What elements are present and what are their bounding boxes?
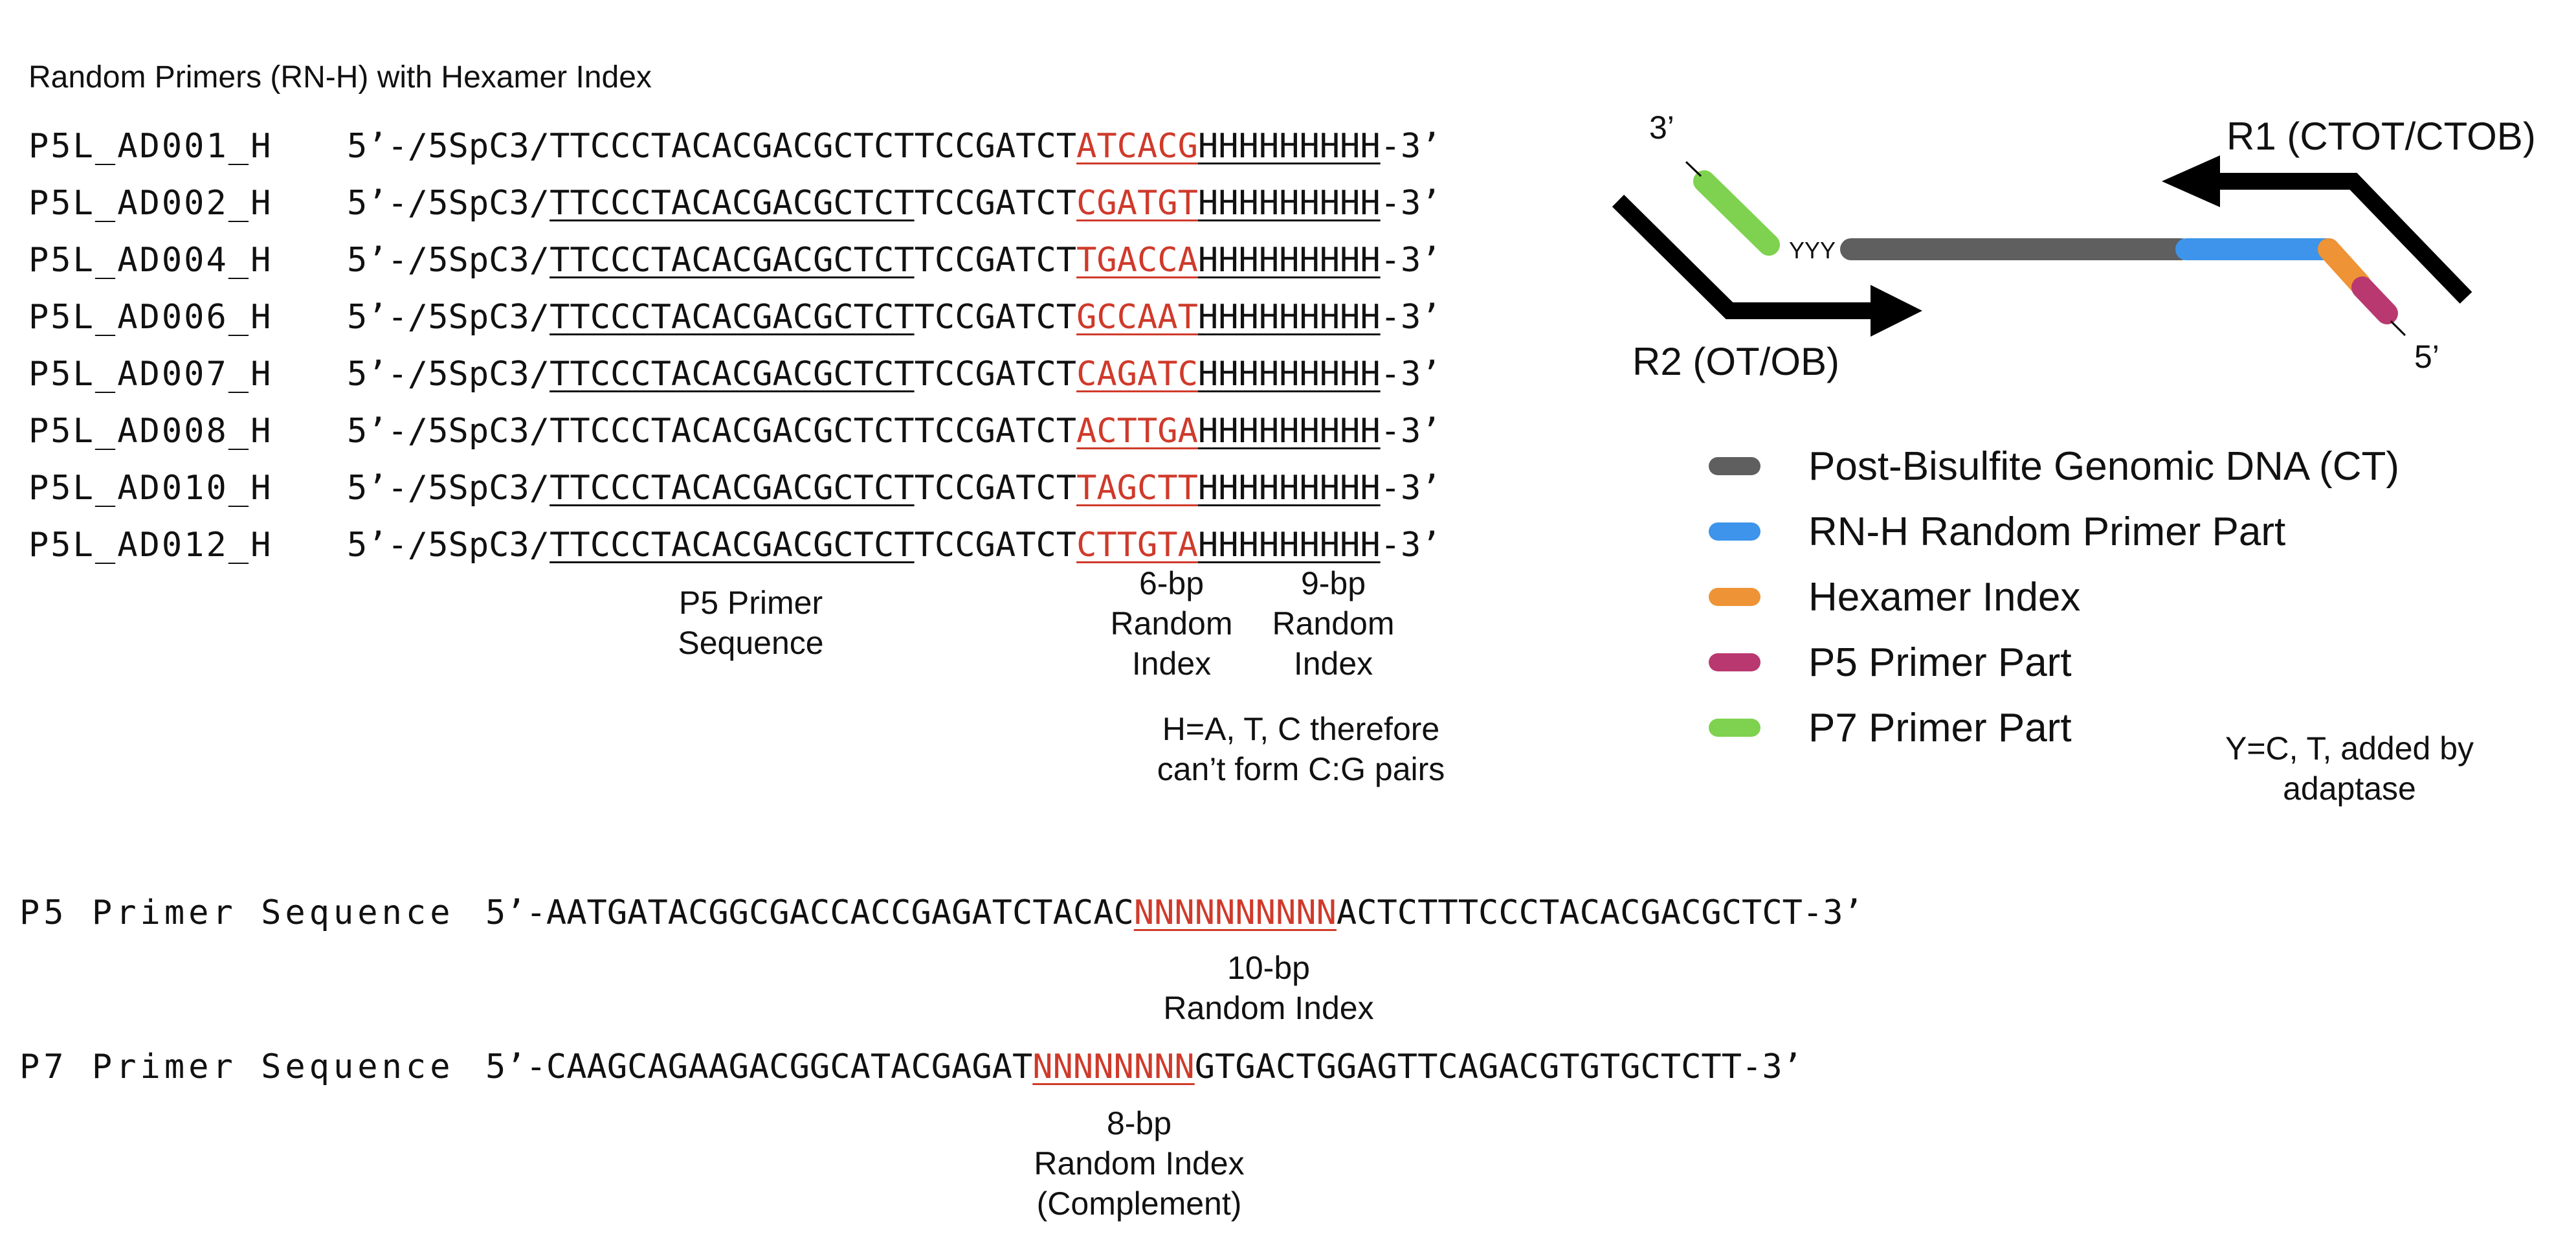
- p7-seq-before: 5’-CAAGCAGAAGACGGCATACGAGAT: [485, 1048, 1032, 1086]
- legend-item: P7 Primer Part: [1709, 708, 2072, 747]
- p5-index-note: 10-bp Random Index: [1100, 948, 1437, 1028]
- note-line: Random Index: [971, 1143, 1307, 1184]
- r2-arrowhead: [1871, 285, 1922, 337]
- legend-item: Post-Bisulfite Genomic DNA (CT): [1709, 447, 2399, 486]
- legend-label: P7 Primer Part: [1808, 705, 2072, 751]
- p7-seq-index: NNNNNNNN: [1032, 1048, 1194, 1086]
- r1-label: R1 (CTOT/CTOB): [2226, 114, 2536, 159]
- p5-seq-after: ACTCTTTCCCTACACGACGCTCT-3’: [1337, 893, 1863, 932]
- note-line: adaptase: [2201, 768, 2498, 809]
- legend-label: Hexamer Index: [1808, 574, 2080, 620]
- legend-item: Hexamer Index: [1709, 578, 2080, 616]
- legend-swatch: [1709, 653, 1760, 671]
- p7-sequence-name: P7 Primer Sequence: [19, 1048, 454, 1086]
- note-line: 10-bp: [1100, 948, 1437, 988]
- end-5prime-label: 5’: [2414, 338, 2439, 376]
- legend-label: RN-H Random Primer Part: [1808, 509, 2285, 555]
- note-line: Random Index: [1100, 988, 1437, 1028]
- end-3prime-label: 3’: [1649, 109, 1674, 146]
- tick-5prime: [2391, 321, 2405, 335]
- note-line: 8-bp: [971, 1103, 1307, 1143]
- legend-label: Post-Bisulfite Genomic DNA (CT): [1808, 443, 2399, 489]
- tick-3prime: [1686, 162, 1701, 176]
- legend-swatch: [1709, 457, 1760, 475]
- p5-segment: [2362, 287, 2387, 313]
- legend-label: P5 Primer Part: [1808, 640, 2072, 686]
- note-line: Y=C, T, added by: [2201, 728, 2498, 768]
- y-note: Y=C, T, added by adaptase: [2201, 728, 2498, 809]
- note-line: (Complement): [971, 1184, 1307, 1224]
- legend-swatch: [1709, 719, 1760, 737]
- p5-seq-index: NNNNNNNNNN: [1134, 893, 1337, 932]
- p7-sequence: 5’-CAAGCAGAAGACGGCATACGAGATNNNNNNNNGTGAC…: [485, 1048, 1803, 1086]
- p5-sequence-name: P5 Primer Sequence: [19, 893, 454, 932]
- p5-seq-before: 5’-AATGATACGGCGACCACCGAGATCTACAC: [485, 893, 1134, 932]
- p5-sequence: 5’-AATGATACGGCGACCACCGAGATCTACACNNNNNNNN…: [485, 893, 1863, 932]
- p7-seq-after: GTGACTGGAGTTCAGACGTGTGCTCTT-3’: [1195, 1048, 1803, 1086]
- legend-swatch: [1709, 588, 1760, 606]
- p7-index-note: 8-bp Random Index (Complement): [971, 1103, 1307, 1224]
- r2-label: R2 (OT/OB): [1632, 339, 1839, 384]
- r1-arrowhead: [2162, 155, 2220, 207]
- p7-segment: [1704, 181, 1769, 245]
- legend-item: RN-H Random Primer Part: [1709, 512, 2285, 551]
- legend-item: P5 Primer Part: [1709, 643, 2072, 682]
- legend-swatch: [1709, 522, 1760, 541]
- yyy-label: YYY: [1789, 237, 1836, 264]
- hexamer-index-segment: [2329, 249, 2360, 284]
